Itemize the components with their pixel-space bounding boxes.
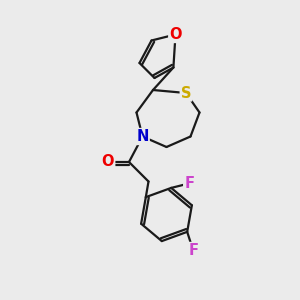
Text: S: S: [181, 85, 191, 100]
Text: N: N: [136, 129, 149, 144]
Text: F: F: [188, 243, 198, 258]
Text: O: O: [102, 154, 114, 169]
Text: O: O: [169, 27, 182, 42]
Text: F: F: [184, 176, 194, 191]
